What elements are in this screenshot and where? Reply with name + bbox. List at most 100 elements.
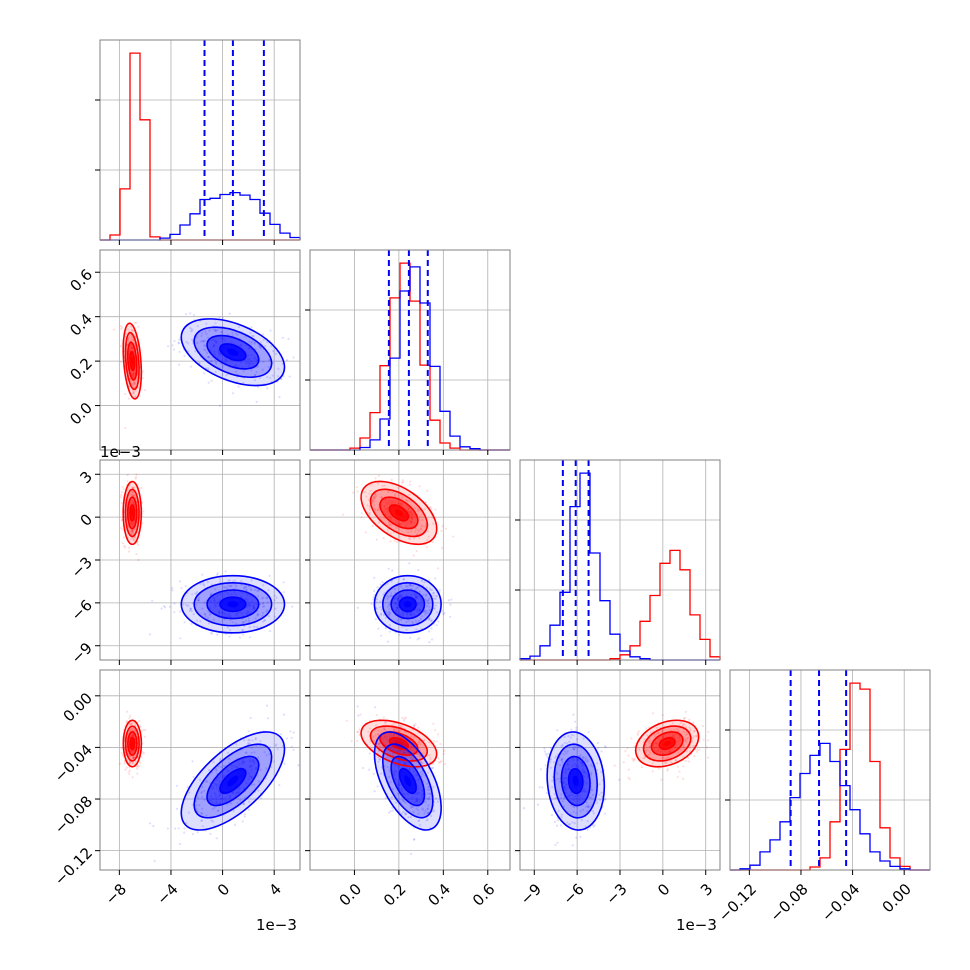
scatter-point <box>129 339 132 342</box>
scatter-point <box>202 340 205 343</box>
scatter-point <box>375 724 378 727</box>
contour-line <box>180 574 286 634</box>
scatter-point <box>250 369 253 372</box>
y-tick-label: 0.6 <box>66 265 96 295</box>
scatter-point <box>217 809 220 812</box>
histogram-frame <box>729 669 931 871</box>
scatter-point <box>600 770 603 774</box>
scatter-point <box>253 625 256 628</box>
scatter-point <box>129 379 132 382</box>
scatter-point <box>200 819 204 822</box>
scatter-point <box>582 755 585 759</box>
scatter-point <box>424 522 427 525</box>
x-tick-label: 0.6 <box>469 880 499 910</box>
scatter-point <box>584 756 587 759</box>
scatter-point <box>124 768 127 771</box>
scatter-point <box>235 743 238 746</box>
scatter-point <box>419 760 422 763</box>
scatter-point <box>417 530 420 533</box>
scatter-point <box>425 586 429 589</box>
scatter-point <box>638 749 641 752</box>
scatter-point <box>131 721 134 724</box>
scatter-point <box>368 484 371 487</box>
scatter-point <box>192 314 196 317</box>
scatter-point <box>425 599 428 603</box>
scatter-point <box>572 748 576 751</box>
y-tick-label: −6 <box>68 596 96 624</box>
scatter-point <box>416 638 419 641</box>
scatter-point <box>187 604 190 607</box>
scatter-point <box>235 622 238 625</box>
scatter-point <box>135 765 138 768</box>
scatter-point <box>419 743 422 746</box>
x-tick-label: −4 <box>153 880 181 908</box>
scatter-point <box>434 797 438 800</box>
scatter-point <box>224 586 227 589</box>
scatter-point <box>452 535 455 538</box>
scatter-point <box>248 739 251 742</box>
density-peak-fill <box>663 740 671 747</box>
scatter-point <box>428 741 431 744</box>
scatter-point <box>234 370 238 373</box>
scatter-point <box>687 760 691 763</box>
scatter-point <box>603 798 606 801</box>
scatter-point <box>684 737 687 740</box>
scatter-point <box>572 713 575 716</box>
scatter-point <box>575 729 578 732</box>
scatter-point <box>412 724 416 727</box>
scatter-point <box>389 524 392 527</box>
scatter-point <box>200 819 203 822</box>
scatter-point <box>132 491 135 494</box>
scatter-point <box>427 785 430 788</box>
scatter-point <box>386 598 389 601</box>
scatter-point <box>202 583 205 586</box>
scatter-point <box>142 729 145 732</box>
scatter-point <box>374 618 377 621</box>
scatter-point <box>596 747 600 750</box>
scatter-point <box>132 530 135 533</box>
scatter-point <box>630 737 633 740</box>
scatter-point <box>141 370 144 373</box>
scatter-point <box>131 530 134 533</box>
scatter-point <box>379 606 382 609</box>
scatter-point <box>256 385 259 389</box>
scatter-point <box>427 771 430 774</box>
contour-line <box>129 350 136 372</box>
scatter-point <box>428 608 431 612</box>
scatter-point <box>444 527 448 530</box>
scatter-point <box>398 633 401 636</box>
scatter-point <box>178 842 181 846</box>
scatter-point <box>427 797 430 801</box>
scatter-point <box>225 374 228 377</box>
scatter-point <box>197 598 200 602</box>
scatter-point <box>564 750 567 753</box>
scatter-point <box>136 541 139 545</box>
y-tick-label: −3 <box>68 553 96 581</box>
scatter-point <box>171 344 174 347</box>
scatter-point <box>388 613 391 616</box>
scatter-point <box>133 382 136 385</box>
y-tick-label: 0.0 <box>66 399 96 429</box>
scatter-point <box>375 598 378 601</box>
scatter-point <box>216 809 220 812</box>
scatter-point <box>228 635 231 638</box>
scatter-point <box>261 614 264 617</box>
scatter-point <box>242 633 245 636</box>
scatter-point <box>645 751 648 754</box>
scatter-point <box>380 612 383 615</box>
scatter-point <box>183 827 186 830</box>
scatter-point <box>393 728 396 732</box>
scatter-point <box>174 827 177 830</box>
scatter-point <box>224 570 227 573</box>
scatter-point <box>388 523 391 527</box>
scatter-point <box>375 714 378 717</box>
scatter-point <box>223 586 226 589</box>
scatter-point <box>560 745 563 748</box>
scatter-point <box>254 738 257 741</box>
scatter-point <box>657 767 661 770</box>
scatter-point <box>418 819 421 822</box>
scatter-point <box>394 493 397 496</box>
scatter-point <box>441 525 444 528</box>
scatter-point <box>568 823 572 826</box>
scatter-point <box>426 811 429 815</box>
